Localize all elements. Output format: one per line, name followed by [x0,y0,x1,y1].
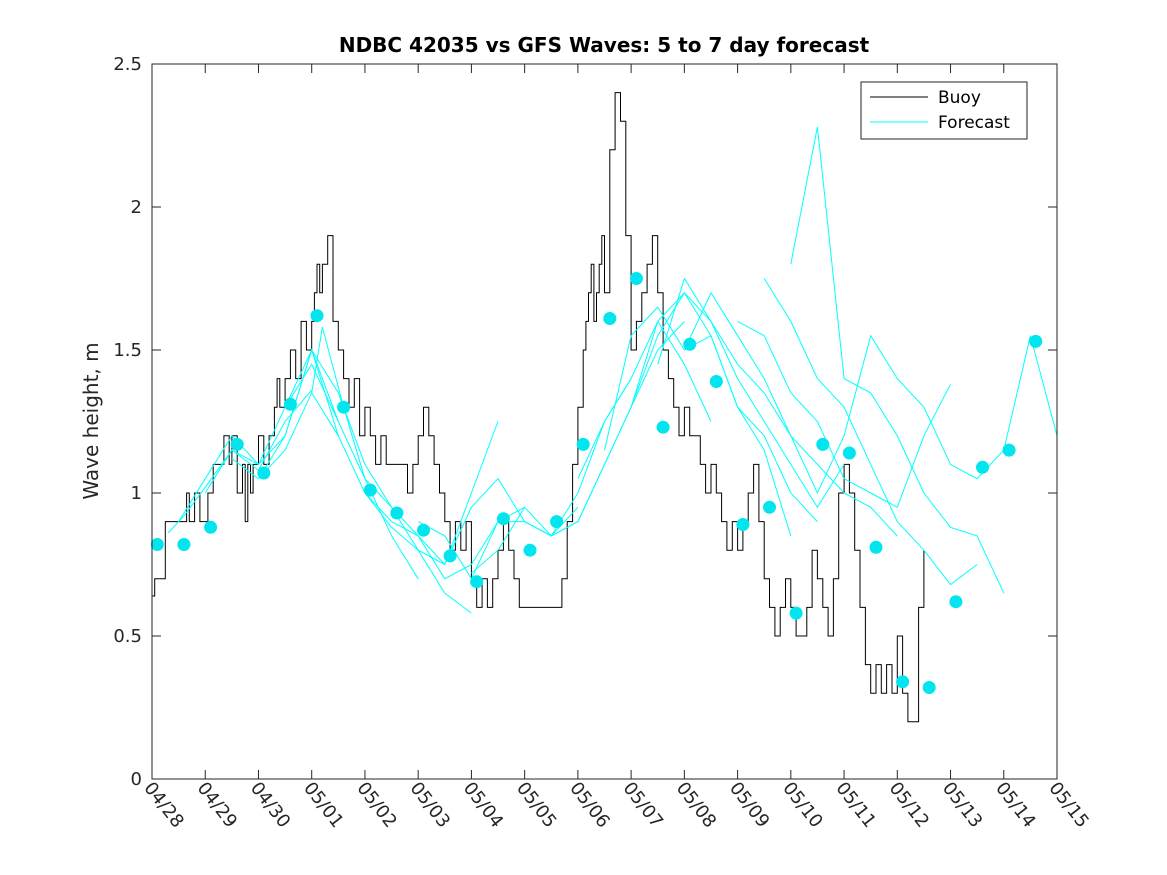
forecast-marker [470,575,484,589]
forecast-marker [523,543,537,557]
y-tick-label: 1.5 [113,340,142,361]
forecast-marker [763,500,776,514]
forecast-marker [390,506,404,520]
forecast-marker [310,309,324,323]
forecast-run-line-11 [524,320,712,537]
forecast-marker [842,446,856,460]
forecast-marker [363,483,377,497]
forecast-marker [150,538,164,551]
forecast-run-line-20 [843,334,1058,480]
forecast-run-line-16 [683,291,898,537]
forecast-marker [603,312,617,325]
forecast-marker [949,595,963,609]
forecast-marker [629,272,643,285]
forecast-marker [230,437,244,451]
plot-area [150,92,1058,723]
forecast-run-line-14 [630,291,845,509]
forecast-run-line-15 [657,277,845,495]
forecast-marker [443,549,457,563]
forecast-run-line-19 [790,126,1005,594]
forecast-marker [816,437,830,451]
forecast-marker [576,437,590,451]
forecast-marker [683,337,697,351]
forecast-marker [922,681,936,694]
buoy-series-line [152,92,925,723]
forecast-marker [896,675,910,689]
forecast-marker [869,540,883,554]
forecast-marker [550,515,564,529]
forecast-marker [257,466,271,480]
forecast-marker [1002,443,1016,457]
forecast-run-line-13 [604,306,818,522]
forecast-marker [736,518,750,531]
forecast-marker [204,520,218,534]
y-tick-label: 2 [131,197,142,218]
forecast-run-line-6 [284,348,499,566]
axes-box [151,63,1058,780]
forecast-marker [789,606,803,620]
forecast-marker [283,397,297,411]
y-axis-label: Wave height, m [79,342,103,499]
forecast-marker [496,512,510,526]
y-tick-label: 0.5 [113,626,142,647]
forecast-marker [417,523,430,537]
forecast-run-line-18 [763,278,978,586]
y-tick-label: 0 [131,769,142,790]
forecast-marker [976,460,989,474]
forecast-marker [656,420,670,434]
forecast-run-line-7 [311,392,525,580]
forecast-marker [709,375,723,388]
legend-forecast-label: Forecast [938,113,1010,133]
y-tick-label: 2.5 [113,54,142,75]
y-tick-label: 1 [131,483,142,504]
legend-buoy-label: Buoy [938,88,981,108]
forecast-marker [1029,334,1043,348]
forecast-marker [337,400,351,414]
forecast-marker [177,538,191,551]
chart-title: NDBC 42035 vs GFS Waves: 5 to 7 day fore… [339,33,870,57]
legend: Buoy Forecast [860,81,1028,140]
legend-box [860,81,1028,140]
forecast-run-line-17 [737,320,951,509]
